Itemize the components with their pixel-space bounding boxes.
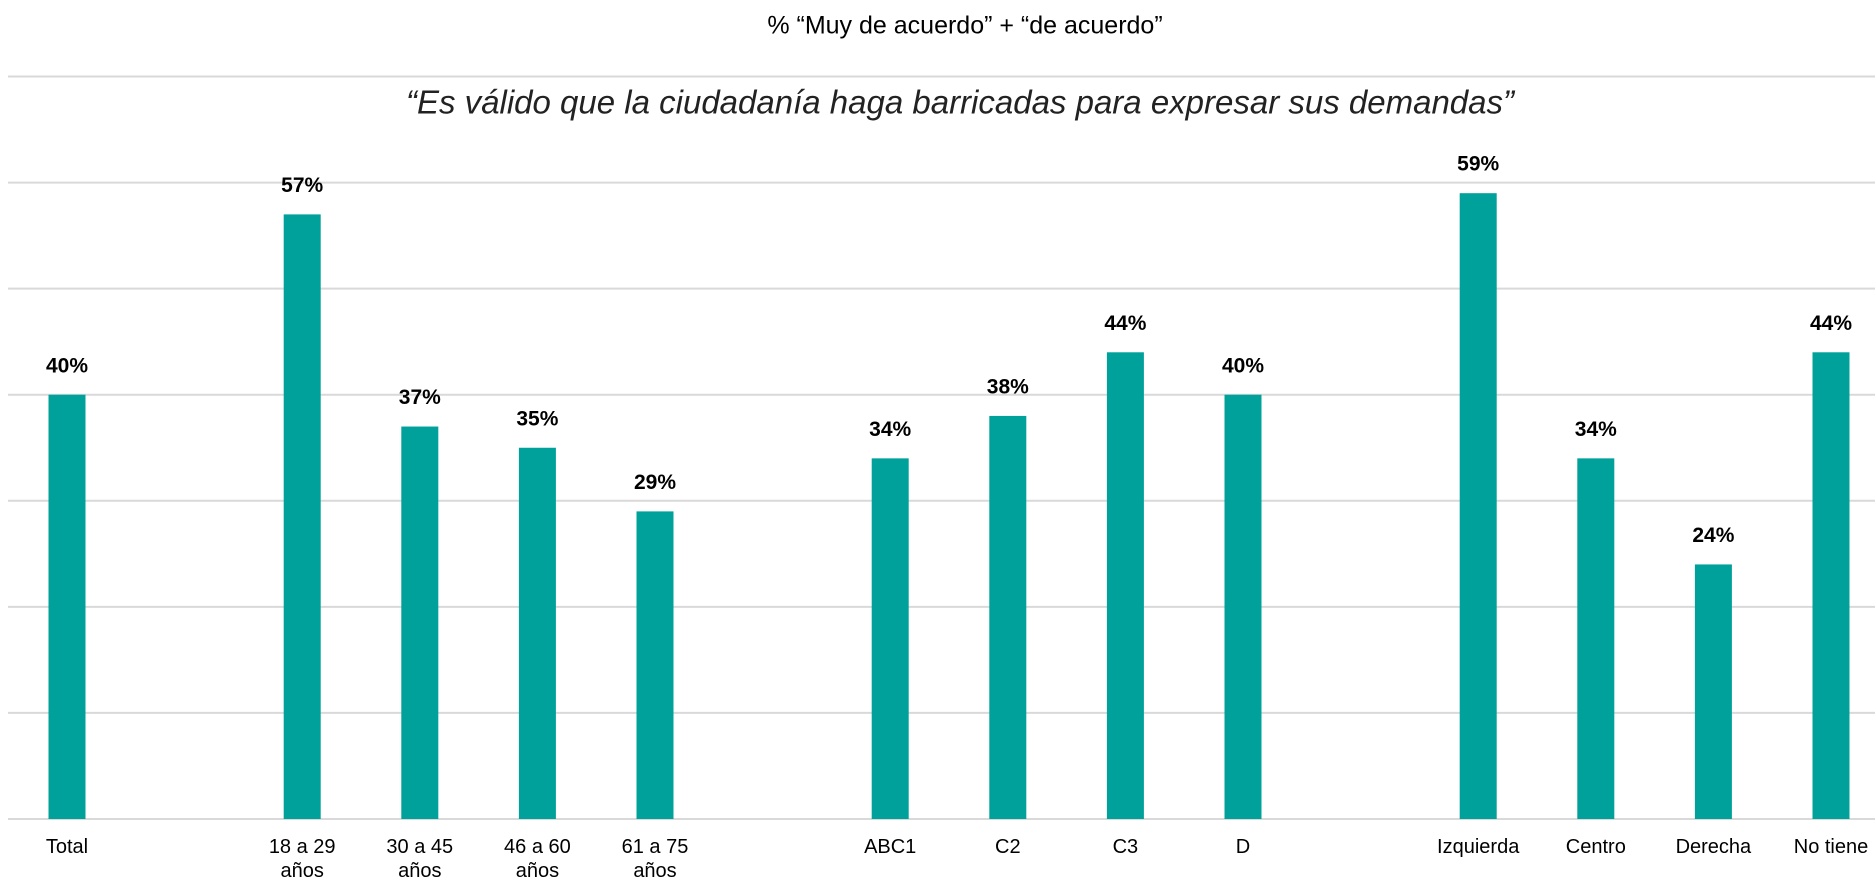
chart-title: % “Muy de acuerdo” + “de acuerdo” (767, 12, 1162, 40)
value-label: 44% (1104, 312, 1146, 335)
x-tick-label: 61 a 75 años (621, 836, 689, 882)
value-label: 24% (1692, 524, 1734, 547)
value-label: 34% (1575, 418, 1617, 441)
value-label: 35% (516, 407, 558, 430)
value-label: 40% (46, 354, 88, 377)
bar (48, 394, 86, 819)
value-label: 34% (869, 418, 911, 441)
value-label: 37% (399, 386, 441, 409)
value-label: 38% (987, 375, 1029, 398)
x-tick-label: C3 (1112, 836, 1139, 858)
bar (636, 511, 674, 819)
bar (1459, 193, 1497, 819)
value-label: 59% (1457, 153, 1499, 176)
bar (1577, 458, 1615, 819)
value-label: 40% (1222, 354, 1264, 377)
bar (283, 214, 321, 820)
x-tick-label: 18 a 29 años (268, 836, 336, 882)
value-label: 44% (1810, 312, 1852, 335)
x-tick-label: Derecha (1675, 836, 1752, 858)
x-tick-label: D (1235, 836, 1251, 858)
bar (989, 415, 1027, 819)
x-tick-label: 30 a 45 años (386, 836, 454, 882)
x-tick-label: C2 (995, 836, 1021, 858)
bar (1694, 564, 1732, 819)
x-tick-label: ABC1 (864, 836, 917, 858)
value-label: 29% (634, 471, 676, 494)
x-tick-label: Izquierda (1437, 836, 1520, 858)
chart-subtitle: “Es válido que la ciudadanía haga barric… (406, 84, 1516, 121)
x-tick-label: Centro (1565, 836, 1626, 858)
bar (1812, 352, 1850, 819)
bar (1106, 352, 1144, 819)
x-tick-label: 46 a 60 años (504, 836, 571, 882)
bar (401, 426, 439, 819)
bar (1224, 394, 1262, 819)
value-label: 57% (281, 174, 323, 197)
x-tick-label: Total (45, 836, 89, 858)
bar (871, 458, 909, 819)
bar (518, 447, 556, 819)
x-tick-label: No tiene (1793, 836, 1869, 858)
